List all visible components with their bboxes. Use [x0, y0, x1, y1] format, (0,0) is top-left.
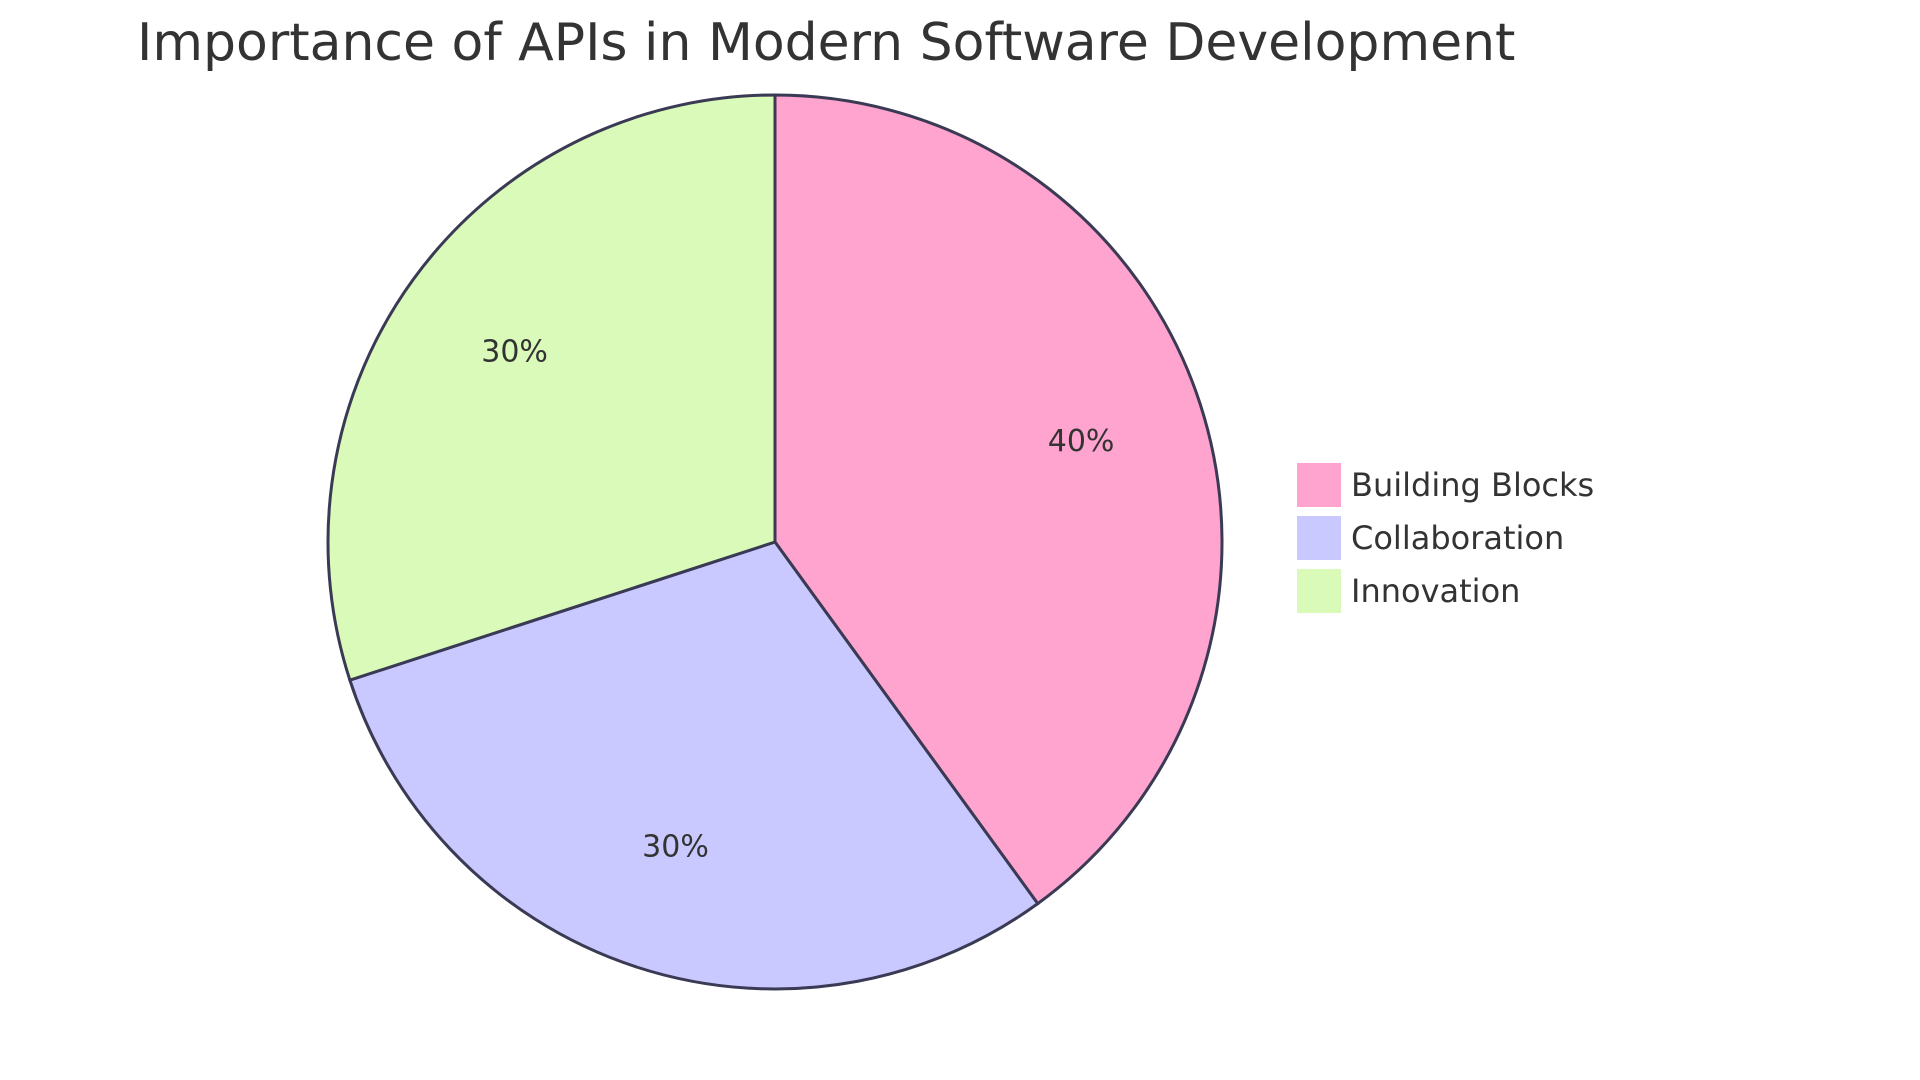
slice-value-label: 30% [481, 334, 548, 369]
slice-value-label: 40% [1048, 424, 1115, 459]
legend-label: Building Blocks [1351, 466, 1594, 504]
legend-label: Collaboration [1351, 519, 1564, 557]
chart-title: Importance of APIs in Modern Software De… [137, 13, 1515, 73]
legend: Building Blocks Collaboration Innovation [1297, 463, 1594, 613]
pie-slice-labels: 40% 30% 30% [481, 334, 1114, 864]
pie-slice-collaboration [347, 540, 1040, 991]
slice-value-label: 30% [642, 830, 709, 865]
legend-label: Innovation [1351, 572, 1520, 610]
legend-swatch [1297, 569, 1341, 613]
pie-slices [326, 93, 1224, 991]
legend-swatch [1297, 516, 1341, 560]
pie-slice-building-blocks [773, 93, 1224, 906]
pie-slice-innovation [326, 93, 777, 683]
legend-swatch [1297, 463, 1341, 507]
